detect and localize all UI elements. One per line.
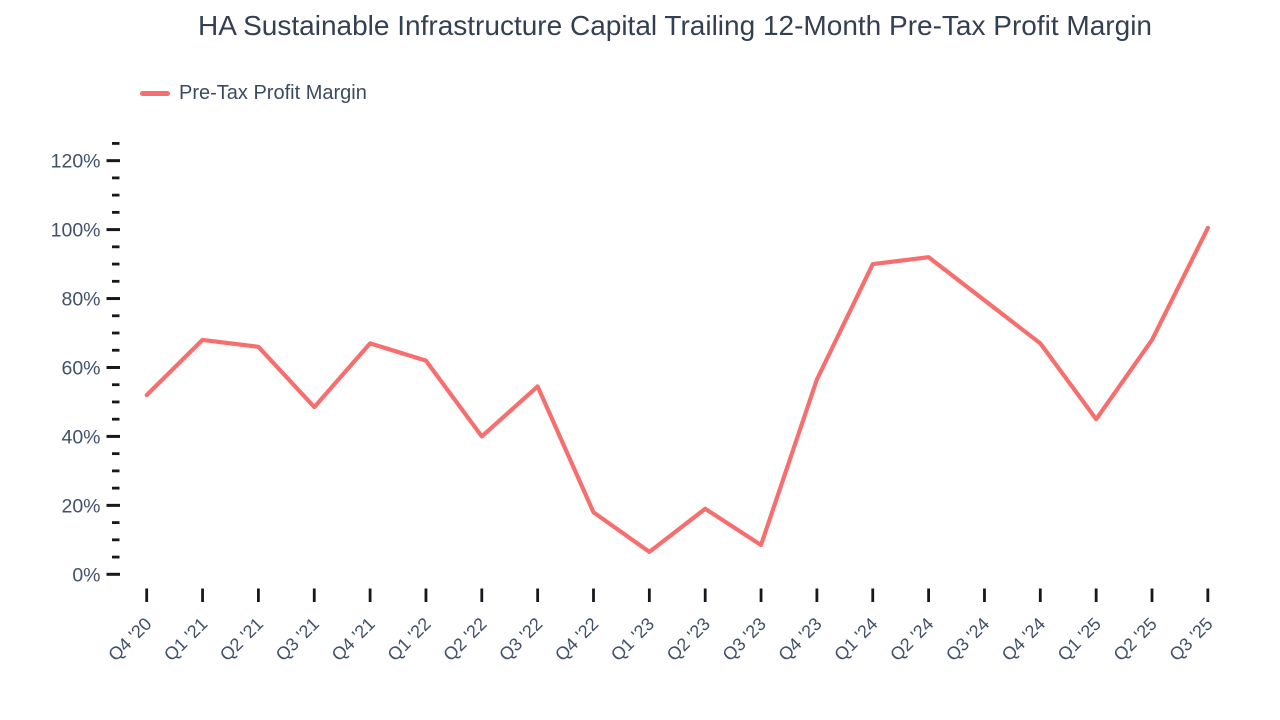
x-tick-label: Q4 '21 (328, 614, 379, 665)
legend: Pre-Tax Profit Margin (140, 82, 367, 105)
y-tick-label: 100% (51, 220, 101, 242)
chart-title: HA Sustainable Infrastructure Capital Tr… (198, 10, 1152, 41)
x-tick-label: Q4 '20 (104, 614, 155, 665)
y-tick-label: 40% (61, 426, 100, 448)
x-tick-label: Q1 '23 (607, 614, 658, 665)
x-tick-label: Q3 '22 (495, 614, 546, 665)
x-tick-label: Q2 '25 (1110, 614, 1161, 665)
x-tick-label: Q2 '23 (663, 614, 714, 665)
x-tick-label: Q3 '24 (942, 614, 993, 665)
legend-line-swatch (140, 91, 170, 96)
x-tick-label: Q1 '22 (384, 614, 435, 665)
x-tick-label: Q2 '22 (439, 614, 490, 665)
x-tick-label: Q1 '24 (830, 614, 881, 665)
x-tick-label: Q1 '21 (160, 614, 211, 665)
profit-margin-series-line (144, 225, 1211, 555)
x-tick-label: Q4 '22 (551, 614, 602, 665)
y-tick-label: 80% (61, 289, 100, 311)
x-tick-label: Q4 '23 (774, 614, 825, 665)
x-tick-label: Q2 '24 (886, 614, 937, 665)
y-tick-label: 0% (72, 564, 100, 586)
x-tick-label: Q3 '21 (272, 614, 323, 665)
legend-label: Pre-Tax Profit Margin (179, 82, 367, 104)
x-tick-label: Q3 '25 (1165, 614, 1216, 665)
y-tick-label: 20% (61, 495, 100, 517)
y-tick-label: 60% (61, 357, 100, 379)
x-tick-label: Q1 '25 (1054, 614, 1105, 665)
x-tick-label: Q3 '23 (719, 614, 770, 665)
x-tick-label: Q2 '21 (216, 614, 267, 665)
y-tick-label: 120% (51, 151, 101, 173)
x-tick-label: Q4 '24 (998, 614, 1049, 665)
